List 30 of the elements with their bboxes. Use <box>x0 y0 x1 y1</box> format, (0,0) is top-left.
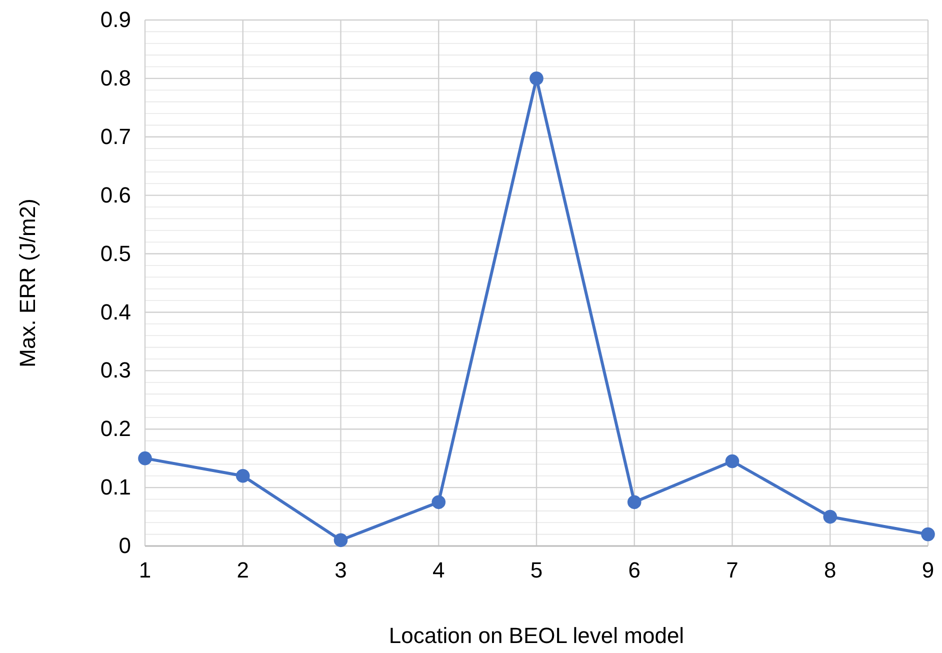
y-axis-title: Max. ERR (J/m2) <box>15 198 40 368</box>
y-tick-label: 0 <box>118 533 131 558</box>
x-tick-label: 7 <box>726 558 738 583</box>
y-tick-label: 0.9 <box>100 7 131 32</box>
x-tick-label: 6 <box>628 558 640 583</box>
x-tick-label: 3 <box>334 558 347 583</box>
point <box>432 495 446 510</box>
point <box>138 451 152 466</box>
x-tick-label: 9 <box>922 558 934 583</box>
point <box>236 468 250 483</box>
x-tick-label: 1 <box>138 558 152 583</box>
y-tick-label: 0.2 <box>100 416 131 442</box>
y-tick-label: 0.1 <box>100 474 131 500</box>
x-tick-label: 5 <box>530 558 543 583</box>
point <box>334 533 348 548</box>
point <box>725 454 740 468</box>
x-tick-label: 8 <box>824 558 836 583</box>
y-tick-label: 0.8 <box>100 65 131 90</box>
point <box>823 510 838 524</box>
point <box>627 495 642 510</box>
x-tick-label: 4 <box>432 558 445 583</box>
y-tick-label: 0.4 <box>100 299 131 324</box>
y-tick-label: 0.5 <box>100 240 131 266</box>
point <box>530 72 544 86</box>
x-axis-title: Location on BEOL level model <box>388 623 684 648</box>
y-tick-label: 0.6 <box>100 182 131 208</box>
y-tick-label: 0.7 <box>100 124 131 149</box>
point <box>921 527 935 542</box>
x-tick-label: 2 <box>236 558 249 583</box>
y-tick-label: 0.3 <box>100 358 131 383</box>
